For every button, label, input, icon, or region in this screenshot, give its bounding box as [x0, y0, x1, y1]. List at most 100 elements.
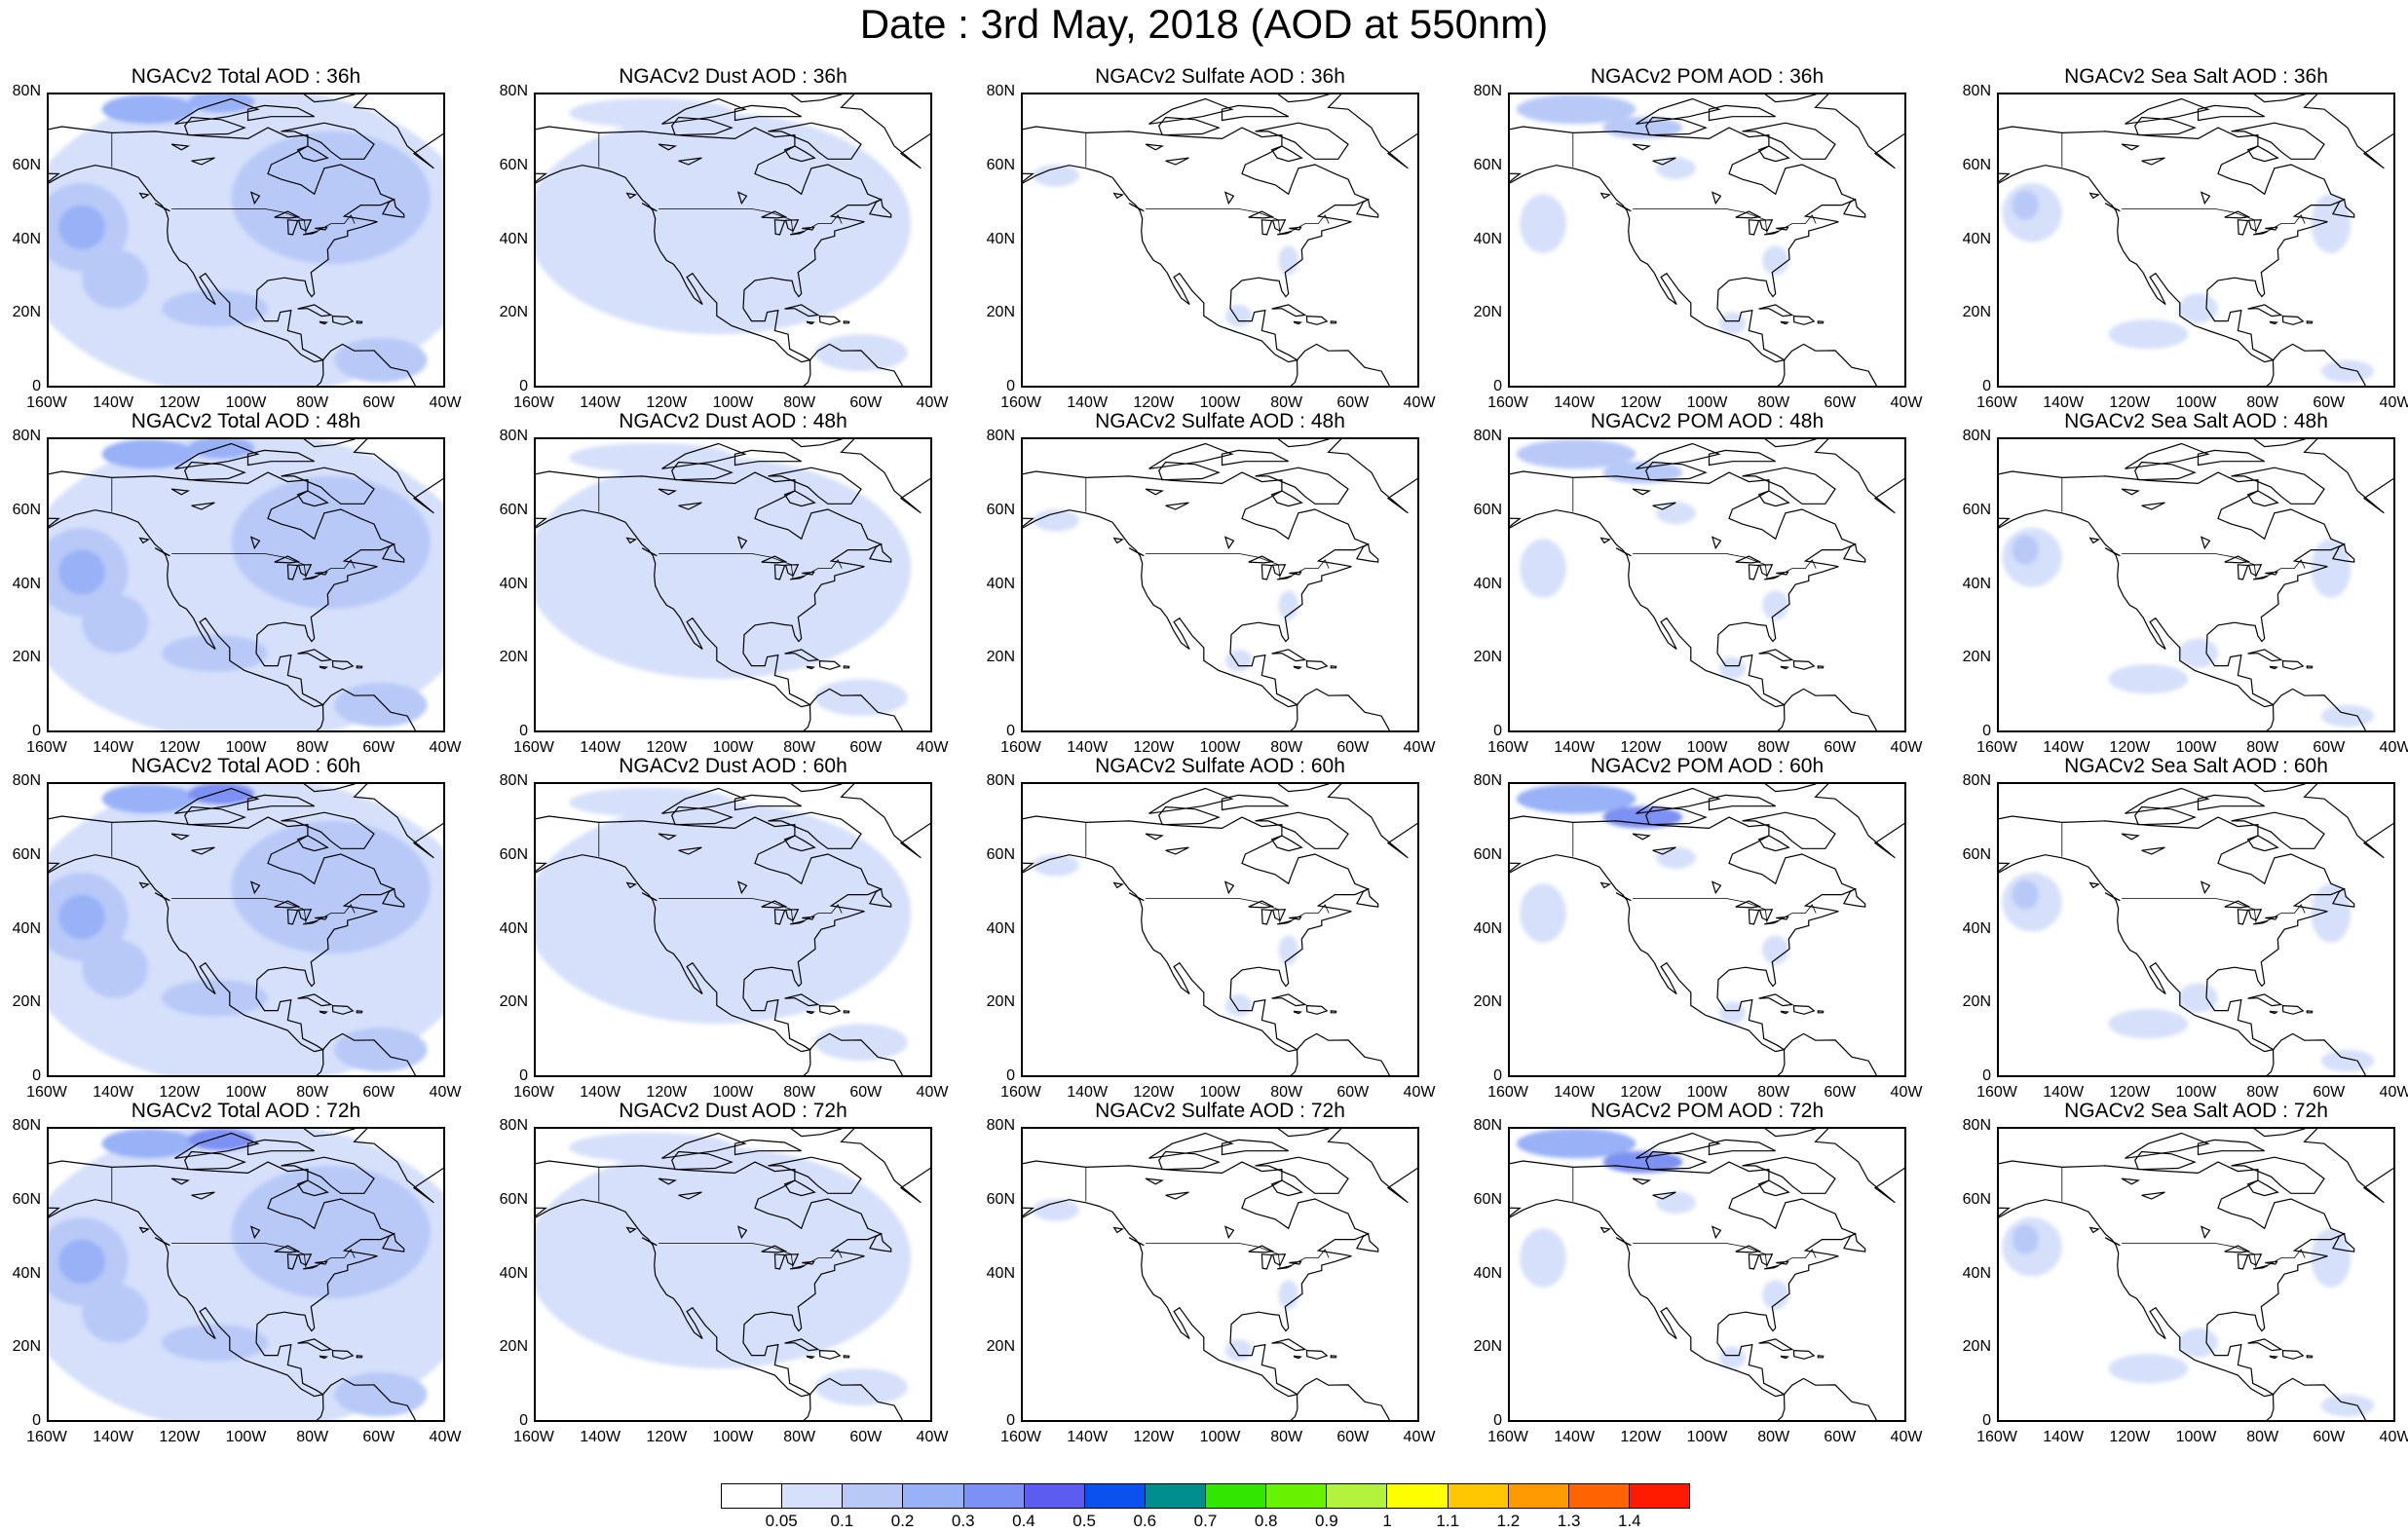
- colorbar-swatch: [1568, 1484, 1630, 1508]
- coastline: [1510, 1160, 1858, 1398]
- lat-tick-label: 80N: [986, 772, 1015, 789]
- lon-tick-label: 100W: [712, 739, 754, 756]
- coastline: [2269, 665, 2278, 670]
- colorbar-label: 1: [1382, 1512, 1392, 1530]
- coastline: [1748, 564, 1760, 580]
- coastline: [806, 1010, 815, 1015]
- coastline: [1223, 880, 1235, 895]
- coastline: [2269, 1010, 2278, 1015]
- coastline: [734, 104, 802, 122]
- aod-plume: [2178, 1327, 2218, 1358]
- lon-tick-label: 120W: [2109, 739, 2151, 756]
- coastline: [2197, 449, 2265, 467]
- lat-tick-label: 80N: [1962, 428, 1991, 444]
- coastline: [297, 304, 333, 318]
- aod-plume: [2108, 319, 2189, 350]
- coastline: [536, 815, 884, 1053]
- coastline: [174, 442, 260, 469]
- coastline: [2253, 439, 2307, 448]
- panel-title: NGACv2 POM AOD : 36h: [1590, 65, 1825, 88]
- coastline: [1999, 126, 2347, 363]
- aod-plume: [2311, 194, 2352, 253]
- lon-tick-label: 40W: [1403, 739, 1436, 756]
- lon-tick-label: 100W: [2175, 394, 2217, 411]
- coastline: [274, 900, 301, 909]
- coastline: [1330, 320, 1337, 324]
- coastline: [1842, 542, 1866, 563]
- coastline: [138, 537, 150, 544]
- coastline: [1148, 97, 1234, 125]
- lat-tick-label: 80N: [12, 1117, 41, 1134]
- coastline: [174, 97, 260, 125]
- lon-tick-label: 40W: [429, 1084, 462, 1101]
- colorbar-label: 0.4: [1012, 1512, 1035, 1530]
- coastline: [761, 555, 788, 564]
- coastline: [768, 811, 862, 849]
- coastline: [2306, 1355, 2314, 1359]
- coastline: [138, 192, 150, 200]
- coastline: [1742, 122, 1836, 160]
- coastline: [803, 1377, 903, 1420]
- aod-plume: [1224, 649, 1253, 672]
- coastline: [868, 887, 892, 908]
- colorbar-swatch: [1145, 1484, 1206, 1508]
- lat-tick-label: 80N: [986, 83, 1015, 99]
- coastline: [1636, 97, 1721, 125]
- lon-tick-label: 40W: [1403, 1429, 1436, 1445]
- coastline: [1510, 126, 1858, 363]
- lat-tick-label: 0: [32, 378, 41, 394]
- map-plot-area: [1997, 782, 2395, 1077]
- lon-tick-label: 40W: [2379, 739, 2408, 756]
- map-plot-area: [47, 1127, 445, 1422]
- aod-map: [1023, 439, 1417, 730]
- coastline: [353, 784, 443, 859]
- lon-tick-label: 60W: [1336, 1084, 1370, 1101]
- coastline: [784, 219, 800, 232]
- coastline: [315, 916, 328, 920]
- coastline: [2134, 1150, 2197, 1171]
- lon-tick-label: 60W: [849, 1084, 883, 1101]
- aod-plume: [161, 289, 268, 327]
- coastline: [661, 442, 747, 469]
- aod-plume: [82, 594, 149, 654]
- coastline: [625, 192, 637, 200]
- lon-tick-label: 100W: [1199, 739, 1241, 756]
- coastline: [1305, 659, 1329, 670]
- coastline: [170, 833, 191, 841]
- coastline: [1776, 226, 1789, 231]
- coastline: [818, 1004, 842, 1015]
- aod-field: [2002, 1216, 2375, 1417]
- coastline: [281, 122, 375, 160]
- colorbar-label: 0.9: [1315, 1512, 1338, 1530]
- coastline: [818, 315, 842, 325]
- lat-tick-label: 60N: [986, 156, 1015, 173]
- coastline: [2269, 1355, 2278, 1360]
- lat-tick-label: 0: [1982, 1412, 1991, 1429]
- lon-tick-label: 120W: [1133, 394, 1175, 411]
- lon-tick-label: 100W: [1199, 1084, 1241, 1101]
- lat-tick-label: 60N: [12, 1190, 41, 1208]
- colorbar-swatch: [1206, 1484, 1267, 1508]
- aod-field: [536, 442, 912, 717]
- coastline: [2247, 1253, 2263, 1266]
- coastline: [2306, 320, 2314, 324]
- coastline: [246, 794, 315, 811]
- aod-field: [1516, 1129, 1789, 1369]
- coastline: [641, 547, 658, 557]
- coastline: [802, 916, 815, 920]
- lat-tick-label: 0: [1982, 723, 1991, 739]
- coastline: [1792, 1349, 1816, 1360]
- coastline: [1327, 1129, 1417, 1204]
- coastline: [783, 835, 816, 852]
- aod-plume: [1033, 853, 1079, 877]
- coastline: [249, 536, 261, 550]
- lon-tick-label: 120W: [2109, 1084, 2151, 1101]
- lat-tick-label: 0: [519, 1412, 528, 1429]
- coastline: [1758, 219, 1774, 232]
- map-plot-area: [1021, 437, 1419, 732]
- lon-tick-label: 160W: [1976, 1084, 2017, 1101]
- lat-tick-label: 80N: [12, 428, 41, 444]
- lon-tick-label: 120W: [646, 394, 688, 411]
- colorbar-label: 0.3: [951, 1512, 975, 1530]
- lat-tick-label: 20N: [499, 304, 528, 321]
